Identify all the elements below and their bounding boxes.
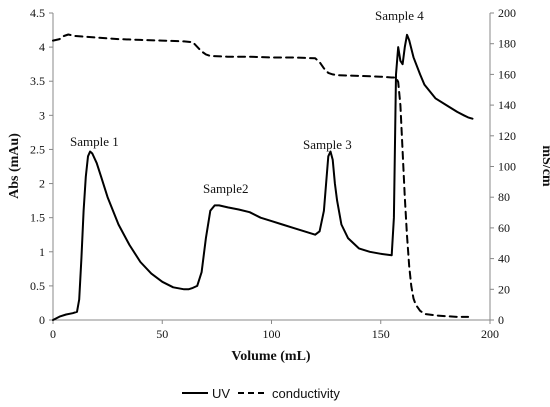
x-tick-label: 150: [372, 327, 390, 341]
y-tick-label: 2: [39, 177, 45, 191]
annotation-sample-4: Sample 4: [375, 8, 424, 23]
y-tick-label: 1: [39, 245, 45, 259]
legend-conductivity-label: conductivity: [272, 386, 340, 401]
series-line-conductivity: [52, 33, 470, 318]
annotation-sample-2: Sample2: [203, 181, 249, 196]
y2-axis-label: mS/cm: [539, 145, 550, 187]
x-tick-label: 200: [481, 327, 499, 341]
y2-tick-label: 20: [498, 282, 510, 296]
x-tick-label: 0: [50, 327, 56, 341]
ticks: 0 50 100 150 20000.511.522.533.544.502040608…: [30, 6, 516, 341]
series-line-UV: [52, 33, 474, 321]
x-tick-label: 100: [263, 327, 281, 341]
axes: [52, 13, 491, 321]
y-tick-label: 4: [39, 40, 45, 54]
annotation-sample-3: Sample 3: [303, 137, 352, 152]
annotation-sample-1: Sample 1: [70, 134, 119, 149]
y2-tick-label: 60: [498, 221, 510, 235]
legend-uv-label: UV: [212, 386, 230, 401]
y2-tick-label: 160: [498, 67, 516, 81]
annotations: Sample 1 Sample2 Sample 3 Sample 4: [70, 8, 424, 196]
y-tick-label: 1.5: [30, 211, 45, 225]
legend: UV conductivity: [182, 386, 340, 401]
y2-tick-label: 0: [498, 313, 504, 327]
y2-tick-label: 80: [498, 190, 510, 204]
y-tick-label: 3: [39, 108, 45, 122]
y2-tick-label: 120: [498, 129, 516, 143]
x-axis-label: Volume (mL): [231, 349, 311, 364]
y2-tick-label: 140: [498, 98, 516, 112]
y2-tick-label: 200: [498, 6, 516, 20]
y2-tick-label: 100: [498, 160, 516, 174]
y2-tick-label: 180: [498, 37, 516, 51]
y-tick-label: 4.5: [30, 6, 45, 20]
y-tick-label: 3.5: [30, 74, 45, 88]
series: [52, 33, 474, 321]
y-tick-label: 2.5: [30, 142, 45, 156]
y-tick-label: 0: [39, 313, 45, 327]
y-axis-label: Abs (mAu): [7, 133, 22, 199]
y-tick-label: 0.5: [30, 279, 45, 293]
x-tick-label: 50: [156, 327, 168, 341]
y2-tick-label: 40: [498, 252, 510, 266]
